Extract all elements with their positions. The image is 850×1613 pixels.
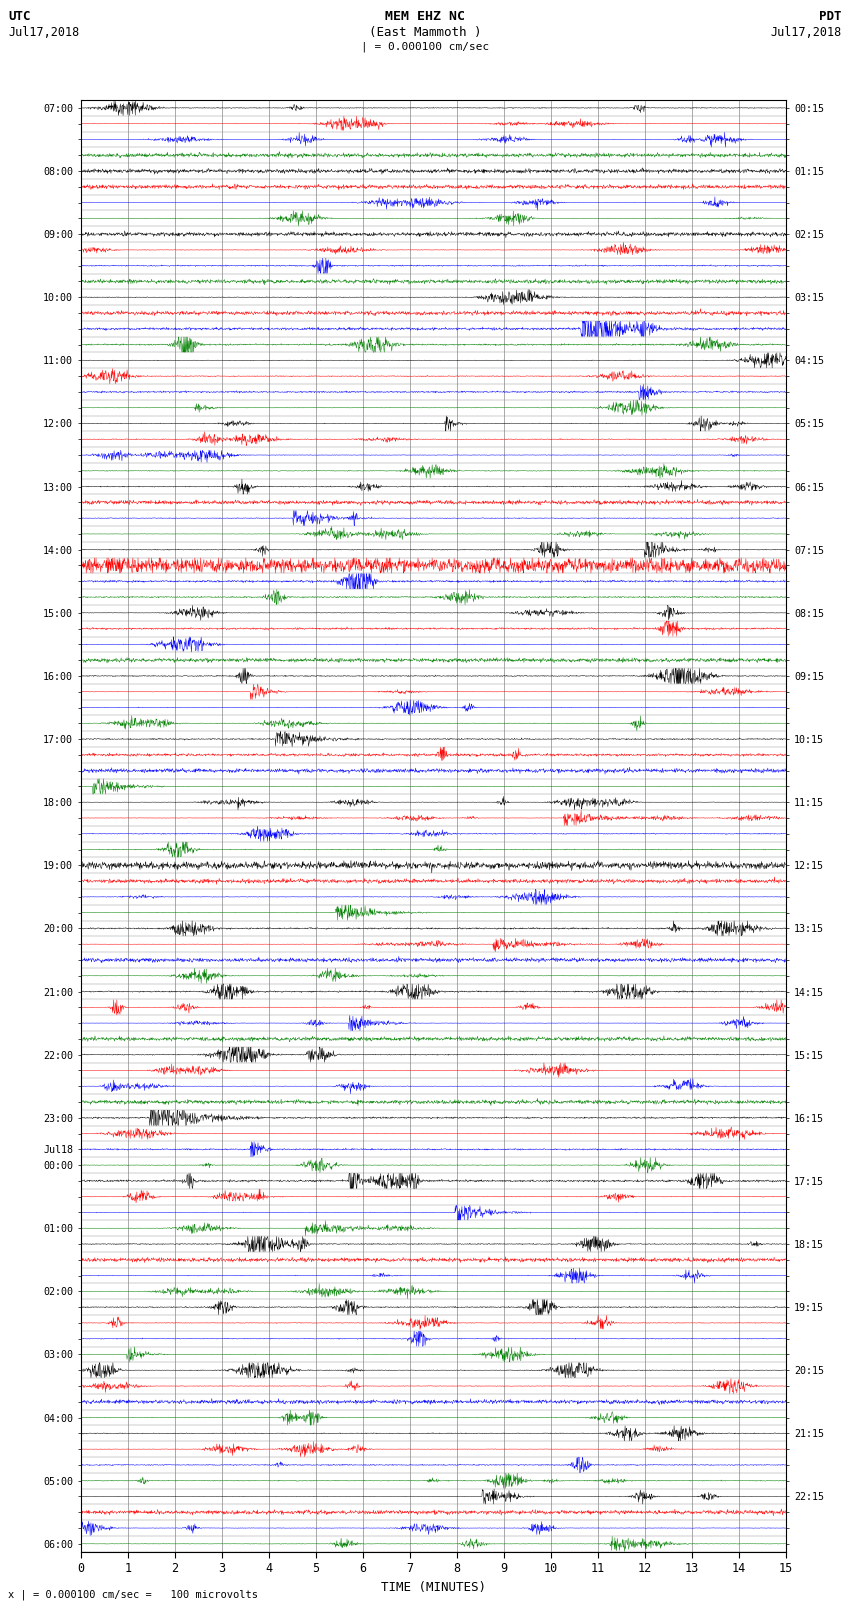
Text: (East Mammoth ): (East Mammoth ) <box>369 26 481 39</box>
Text: Jul17,2018: Jul17,2018 <box>8 26 80 39</box>
Text: PDT: PDT <box>819 10 842 23</box>
Text: Jul17,2018: Jul17,2018 <box>770 26 842 39</box>
Text: | = 0.000100 cm/sec: | = 0.000100 cm/sec <box>361 42 489 53</box>
Text: x | = 0.000100 cm/sec =   100 microvolts: x | = 0.000100 cm/sec = 100 microvolts <box>8 1589 258 1600</box>
X-axis label: TIME (MINUTES): TIME (MINUTES) <box>381 1581 486 1594</box>
Text: UTC: UTC <box>8 10 31 23</box>
Text: MEM EHZ NC: MEM EHZ NC <box>385 10 465 23</box>
